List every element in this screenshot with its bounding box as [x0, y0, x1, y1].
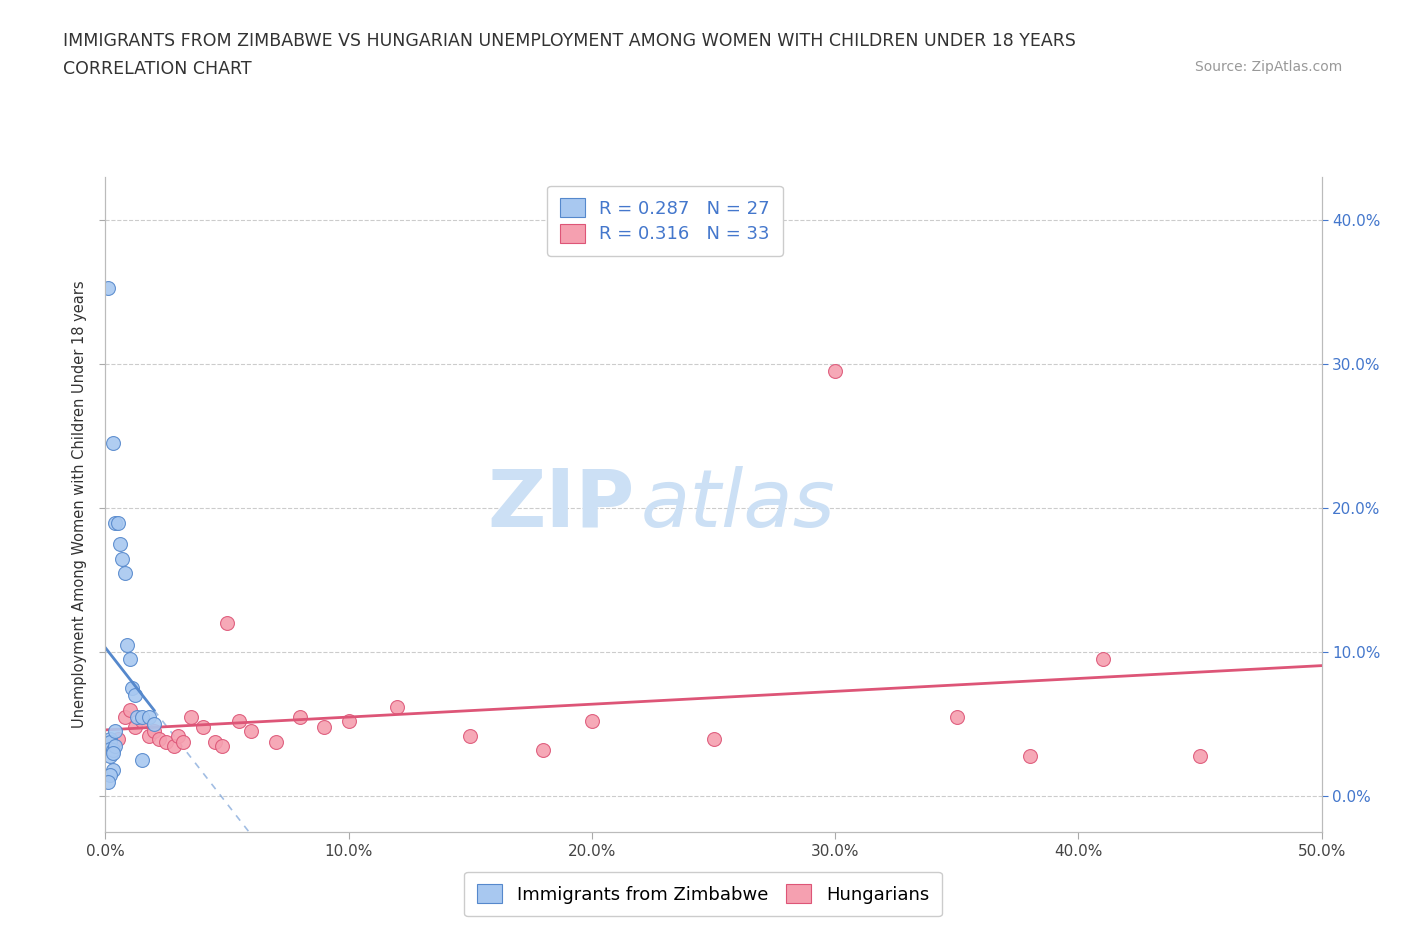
Text: CORRELATION CHART: CORRELATION CHART [63, 60, 252, 77]
Point [101, 743, 124, 758]
Point [155, 734, 177, 749]
Point [1091, 652, 1114, 667]
Point [314, 720, 336, 735]
Point [98, 731, 121, 746]
Point [824, 364, 846, 379]
Point [138, 728, 160, 743]
Point [125, 710, 148, 724]
Point [143, 717, 166, 732]
Point [104, 724, 127, 739]
Point [337, 714, 360, 729]
Point [264, 734, 287, 749]
Text: atlas: atlas [641, 466, 835, 543]
Point [240, 724, 263, 739]
Point [167, 728, 190, 743]
Point [228, 714, 250, 729]
Legend: Immigrants from Zimbabwe, Hungarians: Immigrants from Zimbabwe, Hungarians [464, 871, 942, 916]
Point [702, 731, 725, 746]
Point [108, 537, 131, 551]
Point [124, 720, 146, 735]
Point [124, 688, 146, 703]
Point [111, 551, 134, 566]
Point [98, 749, 121, 764]
Point [148, 731, 170, 746]
Legend: R = 0.287   N = 27, R = 0.316   N = 33: R = 0.287 N = 27, R = 0.316 N = 33 [547, 186, 783, 256]
Point [458, 728, 481, 743]
Point [1189, 749, 1212, 764]
Point [143, 724, 166, 739]
Point [945, 710, 967, 724]
Text: ZIP: ZIP [488, 466, 634, 543]
Point [98, 767, 121, 782]
Point [101, 763, 124, 777]
Point [101, 746, 124, 761]
Point [204, 734, 226, 749]
Point [180, 710, 202, 724]
Point [101, 436, 124, 451]
Point [131, 753, 153, 768]
Text: IMMIGRANTS FROM ZIMBABWE VS HUNGARIAN UNEMPLOYMENT AMONG WOMEN WITH CHILDREN UND: IMMIGRANTS FROM ZIMBABWE VS HUNGARIAN UN… [63, 32, 1076, 49]
Point [191, 720, 214, 735]
Point [131, 714, 153, 729]
Point [107, 731, 129, 746]
Point [97, 280, 120, 295]
Point [118, 652, 141, 667]
Point [172, 734, 194, 749]
Point [98, 741, 121, 756]
Point [531, 743, 554, 758]
Point [1018, 749, 1040, 764]
Y-axis label: Unemployment Among Women with Children Under 18 years: Unemployment Among Women with Children U… [72, 281, 87, 728]
Point [114, 565, 136, 580]
Point [211, 738, 233, 753]
Point [107, 515, 129, 530]
Point [114, 710, 136, 724]
Point [581, 714, 603, 729]
Point [97, 775, 120, 790]
Point [118, 702, 141, 717]
Point [104, 515, 127, 530]
Point [138, 710, 160, 724]
Point [162, 738, 184, 753]
Point [121, 681, 143, 696]
Point [217, 616, 239, 631]
Point [131, 710, 153, 724]
Point [288, 710, 311, 724]
Point [387, 699, 409, 714]
Text: Source: ZipAtlas.com: Source: ZipAtlas.com [1195, 60, 1343, 73]
Point [98, 734, 121, 749]
Point [104, 738, 127, 753]
Point [117, 638, 139, 653]
